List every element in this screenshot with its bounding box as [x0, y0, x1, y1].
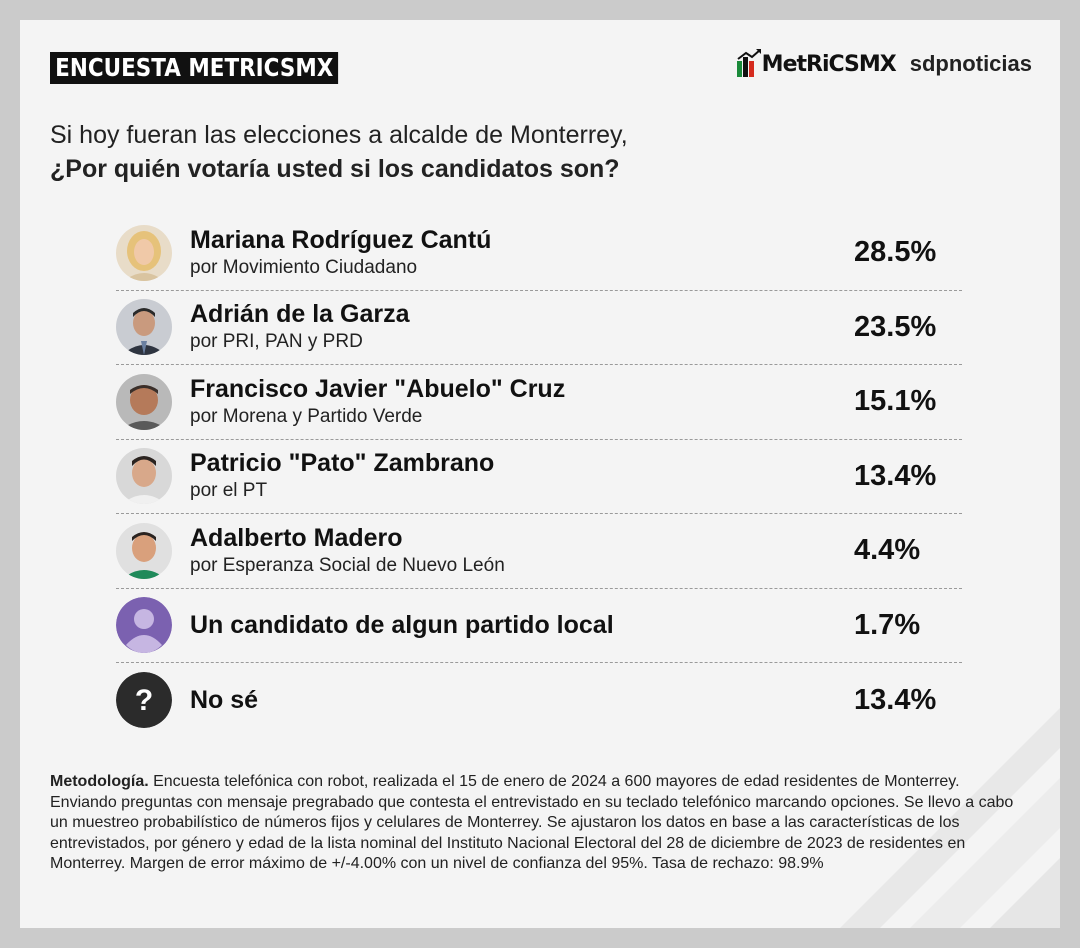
question-mark-icon: ? [116, 672, 172, 729]
candidate-party: por Esperanza Social de Nuevo León [190, 554, 505, 576]
candidate-name: Francisco Javier "Abuelo" Cruz [190, 374, 566, 403]
candidate-photo [116, 373, 172, 430]
candidate-party: por Movimiento Ciudadano [190, 256, 418, 278]
option-percentage: 1.7% [854, 608, 921, 641]
candidate-name: Mariana Rodríguez Cantú [190, 225, 492, 254]
candidate-row: Adrián de la Garza por PRI, PAN y PRD 23… [116, 291, 962, 365]
candidate-photo [116, 299, 172, 356]
candidate-percentage: 15.1% [854, 385, 937, 418]
candidate-party: por PRI, PAN y PRD [190, 331, 363, 353]
candidate-row: Francisco Javier "Abuelo" Cruz por Moren… [116, 365, 962, 440]
user-icon [116, 597, 172, 654]
poll-question: Si hoy fueran las elecciones a alcalde d… [50, 118, 950, 186]
option-name: Un candidato de algun partido local [190, 611, 614, 640]
sdpnoticias-logo: sdpnoticias [909, 51, 1032, 76]
candidate-party: por el PT [190, 480, 268, 502]
candidate-row: Mariana Rodríguez Cantú por Movimiento C… [116, 216, 962, 291]
candidate-row: Adalberto Madero por Esperanza Social de… [116, 514, 962, 589]
candidate-row: Patricio "Pato" Zambrano por el PT 13.4% [116, 440, 962, 514]
option-percentage: 13.4% [854, 683, 937, 716]
methodology-label: Metodología. [50, 773, 149, 790]
option-name: No sé [190, 686, 259, 715]
candidate-row: Un candidato de algun partido local 1.7% [116, 589, 962, 663]
candidate-photo [116, 224, 172, 281]
metricsmx-logo-icon [736, 49, 761, 77]
metricsmx-logo-text: MetRiCSMX [761, 51, 897, 77]
methodology-note: Metodología. Encuesta telefónica con rob… [50, 772, 1025, 875]
candidate-name: Adrián de la Garza [190, 300, 410, 329]
candidate-list: Mariana Rodríguez Cantú por Movimiento C… [116, 216, 962, 738]
candidate-photo [116, 448, 172, 505]
methodology-text: Encuesta telefónica con robot, realizada… [50, 773, 1014, 872]
candidate-percentage: 23.5% [854, 310, 937, 343]
poll-title: ENCUESTA METRICSMX [50, 52, 339, 84]
candidate-photo [116, 522, 172, 579]
candidate-percentage: 28.5% [854, 236, 937, 269]
candidate-row: ? No sé 13.4% [116, 663, 962, 738]
candidate-party: por Morena y Partido Verde [190, 405, 423, 427]
candidate-name: Patricio "Pato" Zambrano [190, 449, 495, 478]
candidate-name: Adalberto Madero [190, 523, 403, 552]
metricsmx-logo: MetRiCSMX [736, 49, 897, 79]
svg-text:?: ? [135, 684, 153, 717]
header-logos: MetRiCSMX sdpnoticias [736, 46, 1032, 82]
candidate-percentage: 4.4% [854, 534, 921, 567]
question-line-1: Si hoy fueran las elecciones a alcalde d… [50, 121, 628, 149]
question-line-2: ¿Por quién votaría usted si los candidat… [50, 155, 620, 183]
candidate-percentage: 13.4% [854, 459, 937, 492]
poll-card: ENCUESTA METRICSMX MetRiCSMX sdpnoticias… [20, 20, 1060, 928]
